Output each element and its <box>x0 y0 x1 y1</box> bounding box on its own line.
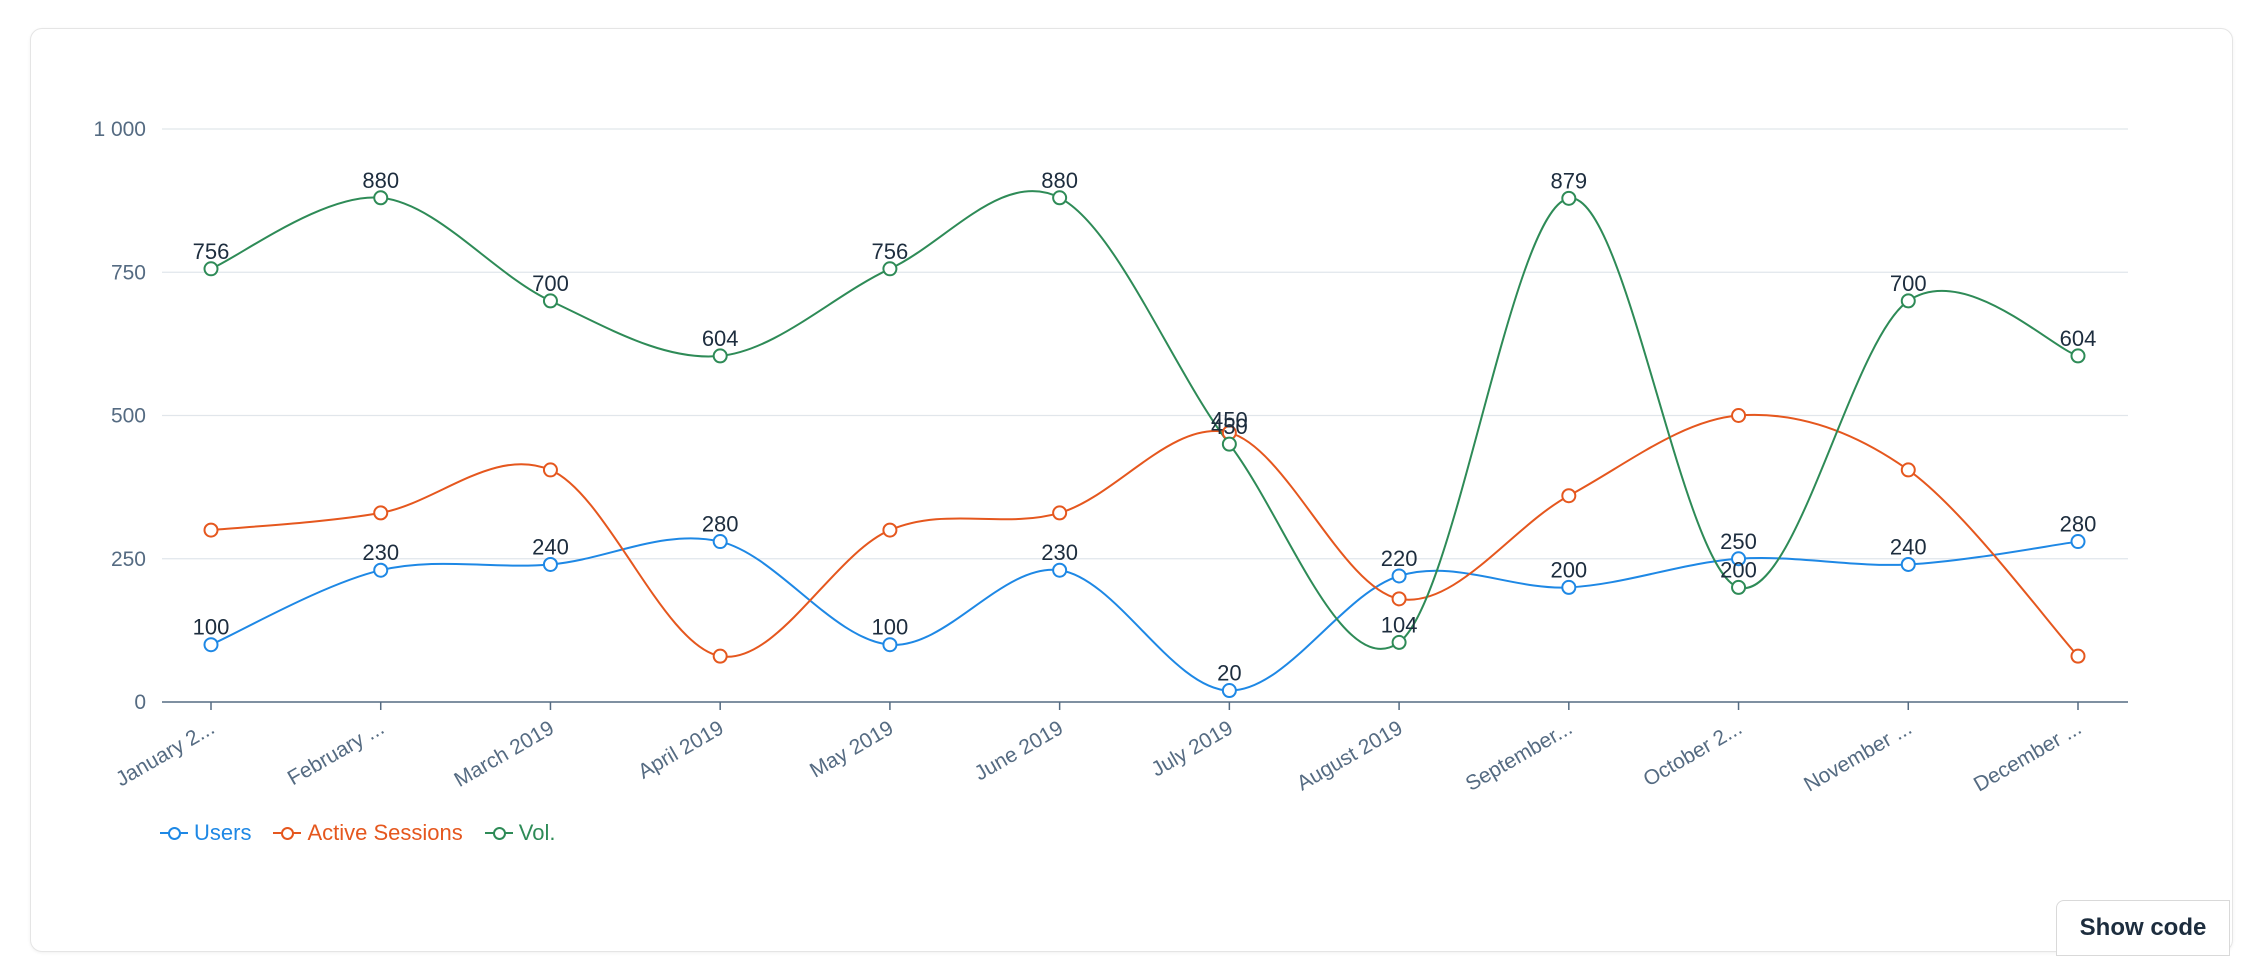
data-label: 200 <box>1550 557 1587 582</box>
data-point <box>1900 293 1916 309</box>
x-tick-label: November ... <box>1800 716 1916 796</box>
data-point <box>373 190 389 206</box>
data-point <box>1391 568 1407 584</box>
data-point <box>1561 579 1577 595</box>
data-label: 280 <box>702 512 739 537</box>
legend-item-vol[interactable]: Vol. <box>484 820 556 846</box>
data-label: 604 <box>702 326 739 351</box>
series-lines <box>210 190 2079 692</box>
data-label: 880 <box>1041 168 1078 193</box>
data-label: 230 <box>362 540 399 565</box>
data-label: 280 <box>2060 512 2097 537</box>
data-point <box>2070 534 2086 550</box>
x-tick-label: March 2019 <box>450 716 558 791</box>
data-label: 604 <box>2060 326 2097 351</box>
show-code-button[interactable]: Show code <box>2056 900 2230 956</box>
series-points <box>203 190 2086 699</box>
data-point <box>1900 462 1916 478</box>
x-tick-label: April 2019 <box>634 716 727 783</box>
y-axis: 0 250 500 750 1 000 <box>93 118 146 714</box>
data-label: 200 <box>1720 557 1757 582</box>
data-point <box>882 522 898 538</box>
data-label: 220 <box>1381 546 1418 571</box>
data-label: 879 <box>1550 168 1587 193</box>
y-tick-label: 750 <box>111 261 146 284</box>
line-marker-icon <box>484 826 513 840</box>
data-label: 104 <box>1381 612 1418 637</box>
data-label: 100 <box>193 615 230 640</box>
data-point <box>2070 348 2086 364</box>
data-point <box>712 348 728 364</box>
legend-item-active-sessions[interactable]: Active Sessions <box>273 820 463 846</box>
x-axis: January 2... February ... March 2019 April … <box>112 701 2128 796</box>
x-tick-label: August 2019 <box>1293 716 1407 795</box>
y-tick-label: 0 <box>134 691 146 714</box>
x-tick-label: July 2019 <box>1148 716 1237 781</box>
data-labels: 100 230 240 280 100 230 20 220 200 250 240 280 756 88… <box>193 168 2097 686</box>
legend-label: Vol. <box>518 820 556 845</box>
legend-item-users[interactable]: Users <box>160 820 251 846</box>
data-point <box>542 556 558 572</box>
legend-label: Active Sessions <box>307 820 463 845</box>
x-tick-label: June 2019 <box>971 716 1067 785</box>
data-point <box>1052 505 1068 521</box>
data-point <box>373 562 389 578</box>
data-label: 700 <box>532 271 569 296</box>
data-label: 240 <box>532 534 569 559</box>
data-point <box>1391 591 1407 607</box>
x-tick-label: September... <box>1462 716 1577 795</box>
legend-label: Users <box>194 820 252 845</box>
data-label: 700 <box>1890 271 1927 296</box>
x-tick-label: October 2... <box>1640 716 1747 791</box>
data-point <box>1221 436 1237 452</box>
data-label: 100 <box>872 615 909 640</box>
data-label: 450 <box>1211 414 1248 439</box>
series-line <box>210 537 2079 692</box>
x-tick-label: May 2019 <box>806 716 897 782</box>
data-point <box>1731 551 1747 567</box>
data-label: 756 <box>872 239 909 264</box>
data-label: 880 <box>362 168 399 193</box>
data-point <box>2070 648 2086 664</box>
data-point <box>542 293 558 309</box>
data-label: 20 <box>1217 661 1241 686</box>
line-marker-icon <box>160 826 188 840</box>
data-point <box>203 261 219 277</box>
series-line <box>210 190 2079 650</box>
data-point <box>542 462 558 478</box>
data-point <box>1052 562 1068 578</box>
y-tick-label: 500 <box>111 405 146 428</box>
data-point <box>203 522 219 538</box>
data-point <box>373 505 389 521</box>
data-point <box>882 637 898 653</box>
x-tick-label: January 2... <box>112 716 219 791</box>
x-tick-label: February ... <box>284 716 388 790</box>
chart-card <box>30 28 2233 952</box>
line-marker-icon <box>273 826 302 840</box>
y-tick-label: 250 <box>111 548 146 571</box>
data-label: 756 <box>193 239 230 264</box>
data-point <box>1561 190 1577 206</box>
data-point <box>1731 579 1747 595</box>
chart-legend: Users Active Sessions Vol. <box>160 820 555 846</box>
series-line <box>210 413 2079 658</box>
data-point <box>1221 683 1237 699</box>
data-label: 450 <box>1211 408 1248 433</box>
data-point <box>1900 556 1916 572</box>
x-tick-label: December ... <box>1970 716 2086 796</box>
data-point <box>712 648 728 664</box>
data-point <box>1561 488 1577 504</box>
data-point <box>882 261 898 277</box>
gridlines <box>162 128 2128 560</box>
data-label: 250 <box>1720 529 1757 554</box>
data-point <box>1731 408 1747 423</box>
data-point <box>1391 634 1407 650</box>
data-point <box>712 534 728 550</box>
y-tick-label: 1 000 <box>93 118 146 141</box>
data-label: 230 <box>1041 540 1078 565</box>
data-point <box>203 637 219 653</box>
data-point <box>1052 190 1068 206</box>
data-label: 240 <box>1890 534 1927 559</box>
